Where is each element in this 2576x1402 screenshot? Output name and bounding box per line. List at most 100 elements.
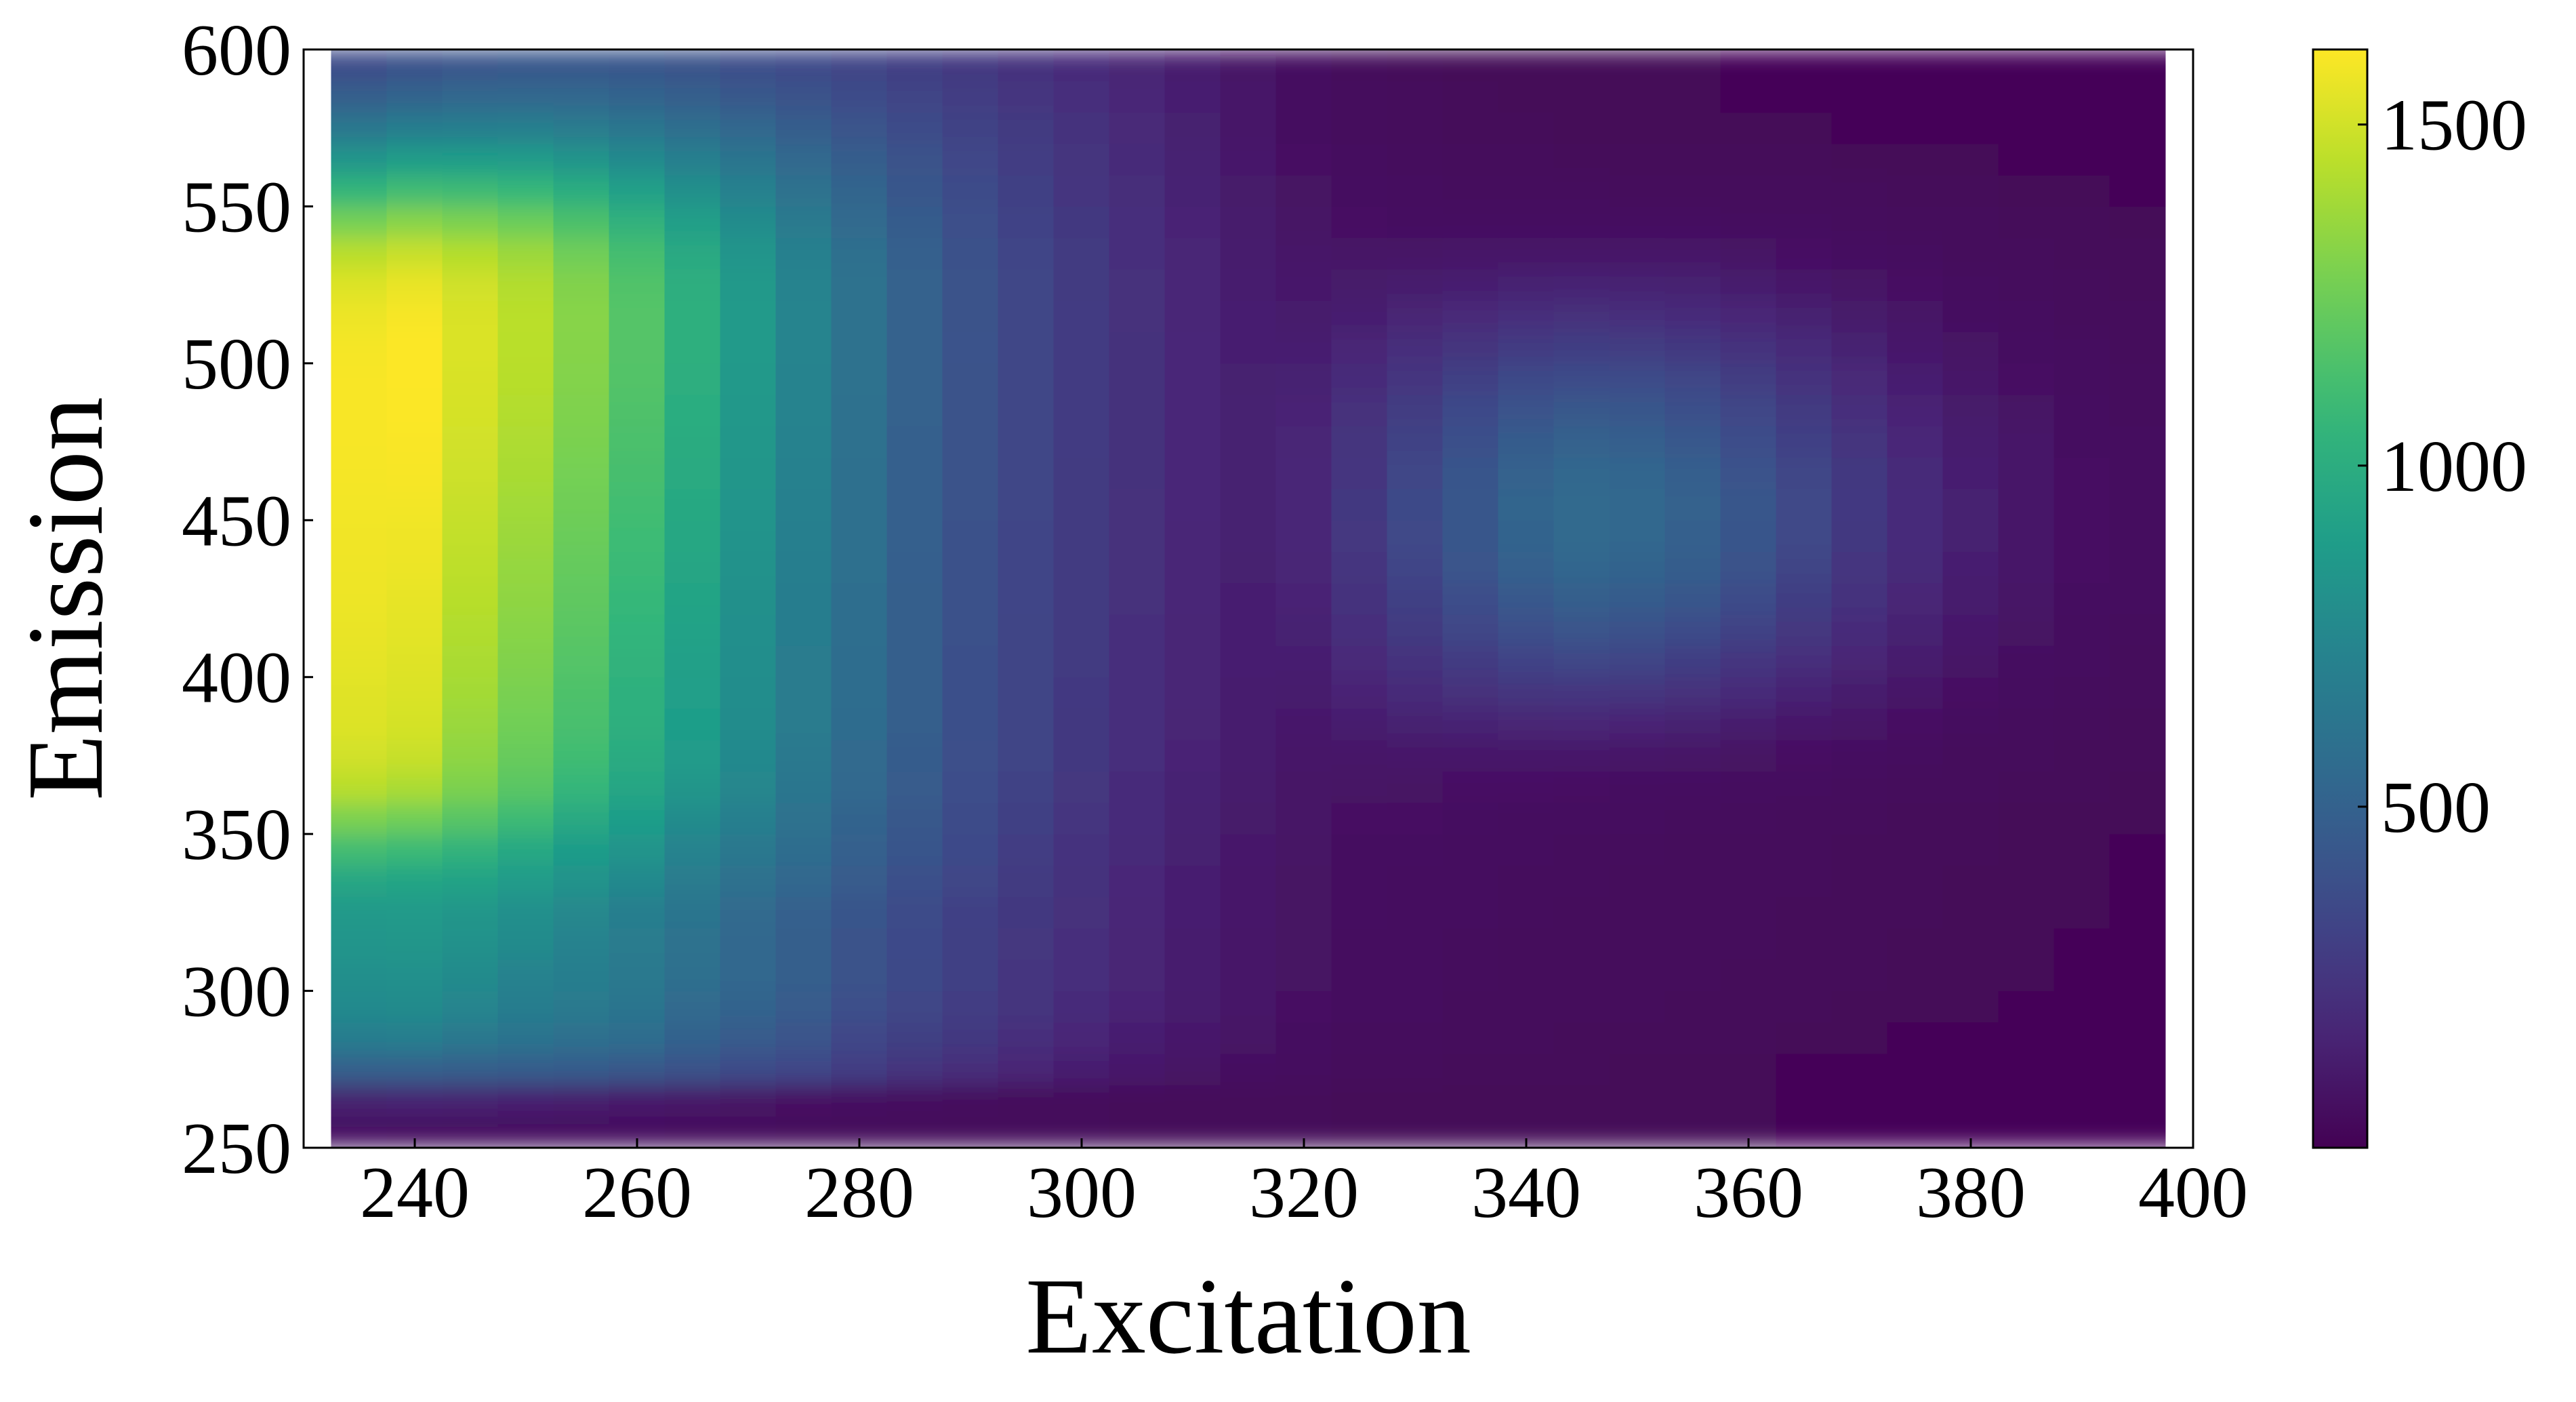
heatmap-cell xyxy=(497,833,554,866)
heatmap-cell xyxy=(1664,332,1721,364)
x-axis-ticks: 240 260 280 300 320 340 360 380 400 xyxy=(360,1138,2248,1233)
heatmap-cell xyxy=(1275,394,1332,426)
heatmap-cell xyxy=(442,1022,499,1054)
heatmap-cell xyxy=(442,143,499,176)
heatmap-cell xyxy=(942,896,999,929)
heatmap-cell xyxy=(664,990,721,1023)
heatmap-cell xyxy=(1664,896,1721,929)
heatmap-cell xyxy=(998,959,1055,992)
heatmap-cell xyxy=(1442,864,1499,898)
heatmap-cell xyxy=(1998,1084,2055,1117)
heatmap-cell xyxy=(1942,332,1999,364)
heatmap-cell xyxy=(942,205,999,239)
heatmap-cell xyxy=(1942,990,1999,1023)
heatmap-cell xyxy=(2053,677,2110,709)
heatmap-cell xyxy=(609,205,666,239)
heatmap-cell xyxy=(1831,551,1888,584)
heatmap-cell xyxy=(442,582,499,615)
heatmap-cell xyxy=(775,519,832,553)
heatmap-cell xyxy=(386,551,443,584)
heatmap-cell xyxy=(664,802,721,835)
heatmap-cell xyxy=(331,1116,388,1148)
heatmap-cell xyxy=(2053,300,2110,333)
heatmap-cell xyxy=(1164,80,1221,113)
heatmap-cell xyxy=(497,174,554,207)
heatmap-cell xyxy=(1053,205,1110,239)
heatmap-cell xyxy=(1609,1084,1666,1117)
heatmap-cell xyxy=(664,833,721,866)
heatmap-cell xyxy=(1942,394,1999,426)
heatmap-cell xyxy=(1609,519,1666,553)
colorbar-tick-label: 500 xyxy=(2381,767,2491,848)
heatmap-cell xyxy=(1275,1084,1332,1117)
heatmap-cell xyxy=(386,990,443,1023)
heatmap-cell xyxy=(609,457,666,489)
heatmap-cell xyxy=(664,614,721,646)
heatmap-cell xyxy=(1664,268,1721,301)
heatmap-cell xyxy=(1942,802,1999,835)
heatmap-cell xyxy=(1887,143,1944,176)
heatmap-cell xyxy=(331,49,388,81)
heatmap-cell xyxy=(1720,1022,1777,1054)
heatmap-cell xyxy=(1942,80,1999,113)
heatmap-cell xyxy=(1275,268,1332,301)
heatmap-cell xyxy=(553,739,610,772)
heatmap-cell xyxy=(1998,425,2055,458)
heatmap-cell xyxy=(1053,1084,1110,1117)
heatmap-cell xyxy=(831,425,888,458)
heatmap-cell xyxy=(775,300,832,333)
heatmap-cell xyxy=(2053,927,2110,960)
heatmap-cell xyxy=(1498,582,1555,615)
heatmap-cell xyxy=(831,332,888,364)
heatmap-cell xyxy=(1553,237,1610,270)
heatmap-cell xyxy=(553,677,610,709)
heatmap-cell xyxy=(2053,457,2110,489)
y-axis-ticks: 250 300 350 400 450 500 550 600 xyxy=(182,10,313,1189)
heatmap-cell xyxy=(442,174,499,207)
heatmap-cell xyxy=(1942,645,1999,678)
heatmap-cell xyxy=(775,488,832,521)
heatmap-cell xyxy=(1664,363,1721,395)
heatmap-cell xyxy=(1720,739,1777,772)
heatmap-cell xyxy=(331,394,388,426)
heatmap-cell xyxy=(1220,112,1277,144)
heatmap-cell xyxy=(1609,300,1666,333)
heatmap-cell xyxy=(1387,708,1444,740)
heatmap-cell xyxy=(1220,80,1277,113)
heatmap-cell xyxy=(2109,990,2166,1023)
heatmap-cell xyxy=(609,1084,666,1117)
heatmap-cell xyxy=(1942,519,1999,553)
heatmap-cell xyxy=(1275,1022,1332,1054)
heatmap-cell xyxy=(2053,896,2110,929)
heatmap-cell xyxy=(1831,112,1888,144)
heatmap-cell xyxy=(1109,205,1166,239)
heatmap-cell xyxy=(2109,237,2166,270)
heatmap-cell xyxy=(1442,833,1499,866)
heatmap-cell xyxy=(1720,205,1777,239)
heatmap-cell xyxy=(1387,174,1444,207)
heatmap-cell xyxy=(1387,771,1444,803)
heatmap-cell xyxy=(442,864,499,898)
heatmap-cell xyxy=(831,519,888,553)
heatmap-cell xyxy=(775,49,832,81)
heatmap-cell xyxy=(442,332,499,364)
heatmap-cell xyxy=(1164,1053,1221,1085)
heatmap-cell xyxy=(664,425,721,458)
heatmap-cell xyxy=(1887,551,1944,584)
heatmap-cell xyxy=(1553,927,1610,960)
heatmap-cell xyxy=(1720,112,1777,144)
heatmap-cell xyxy=(775,645,832,678)
heatmap-cell xyxy=(1831,645,1888,678)
heatmap-cell xyxy=(1442,1084,1499,1117)
heatmap-cell xyxy=(1053,332,1110,364)
heatmap-cell xyxy=(1942,49,1999,81)
heatmap-cell xyxy=(1720,1053,1777,1085)
heatmap-cell xyxy=(664,896,721,929)
heatmap-cell xyxy=(1331,582,1388,615)
heatmap-cell xyxy=(998,645,1055,678)
heatmap-cell xyxy=(1720,864,1777,898)
heatmap-cell xyxy=(1331,1022,1388,1054)
heatmap-cell xyxy=(1776,457,1833,489)
heatmap-cell xyxy=(942,49,999,81)
